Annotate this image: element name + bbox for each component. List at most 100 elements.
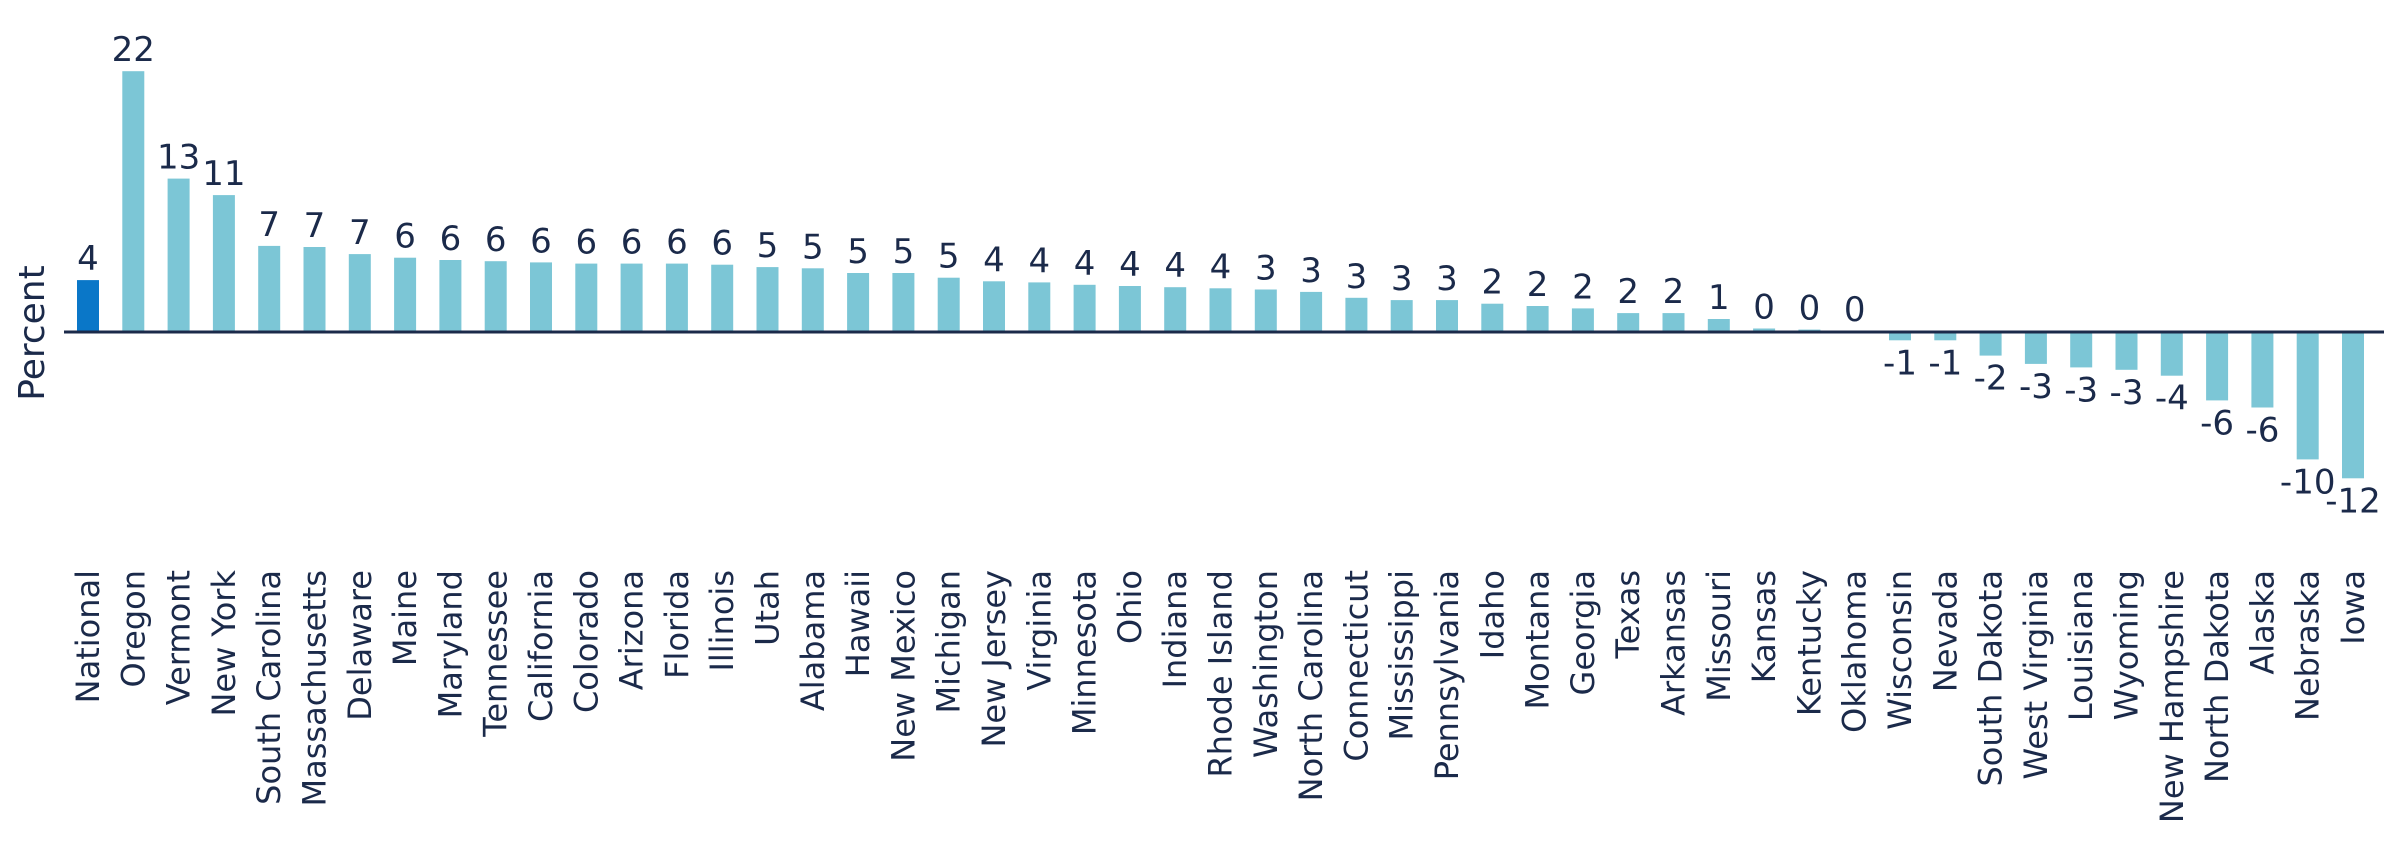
category-label-hawaii: Hawaii — [839, 570, 877, 677]
category-label-illinois: Illinois — [703, 570, 741, 672]
data-label-utah: 5 — [757, 226, 779, 266]
bar-wisconsin — [1889, 332, 1911, 341]
data-label-montana: 2 — [1527, 265, 1549, 305]
category-label-kentucky: Kentucky — [1790, 570, 1828, 716]
category-label-maryland: Maryland — [431, 570, 469, 718]
data-label-oklahoma: 0 — [1844, 290, 1866, 330]
data-label-kansas: 0 — [1753, 288, 1775, 328]
category-label-mississippi: Mississippi — [1383, 570, 1421, 740]
bar-pennsylvania — [1436, 300, 1458, 332]
data-label-west-virginia: -3 — [2019, 367, 2053, 407]
data-label-colorado: 6 — [575, 223, 597, 263]
category-label-new-jersey: New Jersey — [975, 570, 1013, 748]
bar-nebraska — [2296, 332, 2319, 460]
category-label-colorado: Colorado — [567, 570, 605, 713]
bar-maryland — [439, 260, 462, 332]
bar-georgia — [1571, 308, 1594, 332]
category-label-montana: Montana — [1519, 570, 1557, 710]
bar-mississippi — [1390, 300, 1413, 332]
data-label-new-jersey: 4 — [983, 240, 1005, 280]
data-label-maryland: 6 — [440, 219, 462, 259]
bar-nevada — [1934, 332, 1957, 341]
data-label-iowa: -12 — [2325, 481, 2381, 521]
data-label-california: 6 — [530, 221, 552, 261]
category-label-kansas: Kansas — [1745, 570, 1783, 683]
category-label-iowa: Iowa — [2334, 570, 2372, 645]
data-label-nebraska: -10 — [2280, 462, 2336, 502]
data-label-washington: 3 — [1255, 249, 1277, 289]
data-label-alabama: 5 — [802, 227, 824, 267]
data-label-north-carolina: 3 — [1300, 251, 1322, 291]
bar-south-carolina — [258, 245, 281, 332]
bar-alaska — [2251, 332, 2274, 408]
category-label-oklahoma: Oklahoma — [1836, 570, 1874, 733]
data-label-michigan: 5 — [938, 237, 960, 277]
bar-maine — [394, 257, 417, 332]
data-label-new-york: 11 — [202, 154, 245, 194]
bar-connecticut — [1345, 297, 1368, 332]
data-label-wisconsin: -1 — [1883, 343, 1917, 383]
bar-north-dakota — [2206, 332, 2229, 401]
data-label-new-mexico: 5 — [893, 232, 915, 272]
category-label-vermont: Vermont — [160, 570, 198, 705]
category-label-virginia: Virginia — [1020, 570, 1058, 691]
bar-arkansas — [1662, 313, 1685, 332]
data-label-kentucky: 0 — [1799, 289, 1821, 329]
y-axis-label: Percent — [12, 265, 53, 400]
bar-massachusetts — [303, 247, 326, 332]
category-label-arkansas: Arkansas — [1655, 570, 1693, 716]
category-label-california: California — [522, 570, 560, 722]
data-label-national: 4 — [77, 239, 99, 279]
category-label-south-carolina: South Carolina — [250, 570, 288, 805]
category-label-louisiana: Louisiana — [2062, 570, 2100, 721]
bar-illinois — [711, 264, 734, 332]
bar-iowa — [2342, 332, 2364, 479]
bar-arizona — [620, 263, 643, 332]
bar-michigan — [937, 277, 960, 332]
category-label-georgia: Georgia — [1564, 570, 1602, 695]
category-label-florida: Florida — [658, 570, 696, 679]
bar-kansas — [1753, 328, 1776, 332]
bar-montana — [1526, 306, 1549, 332]
category-labels-layer: National Oregon Vermont New York South Carol… — [69, 570, 2372, 824]
bar-wyoming — [2115, 332, 2138, 370]
data-label-tennessee: 6 — [485, 220, 507, 260]
data-label-delaware: 7 — [349, 213, 371, 253]
bar-texas — [1617, 313, 1640, 332]
bar-florida — [665, 263, 688, 332]
category-label-arizona: Arizona — [613, 570, 651, 690]
data-label-alaska: -6 — [2245, 411, 2279, 451]
category-label-idaho: Idaho — [1473, 570, 1511, 659]
data-label-mississippi: 3 — [1391, 259, 1413, 299]
category-label-wyoming: Wyoming — [2108, 570, 2146, 720]
bars-layer — [77, 71, 2364, 479]
bar-new-york — [212, 195, 235, 332]
category-label-massachusetts: Massachusetts — [296, 570, 334, 806]
category-label-nevada: Nevada — [1926, 570, 1964, 692]
category-label-nebraska: Nebraska — [2289, 570, 2327, 721]
bar-new-jersey — [983, 281, 1005, 332]
bar-delaware — [348, 254, 371, 332]
data-label-oregon: 22 — [112, 30, 155, 70]
data-label-ohio: 4 — [1119, 245, 1141, 285]
bar-oregon — [122, 71, 145, 332]
data-label-rhode-island: 4 — [1210, 247, 1232, 287]
data-label-north-dakota: -6 — [2200, 403, 2234, 443]
data-label-illinois: 6 — [711, 224, 733, 264]
bar-tennessee — [484, 261, 507, 332]
category-label-ohio: Ohio — [1111, 570, 1149, 644]
category-label-maine: Maine — [386, 570, 424, 666]
bar-vermont — [167, 178, 190, 332]
data-label-hawaii: 5 — [847, 232, 869, 272]
category-label-pennsylvania: Pennsylvania — [1428, 570, 1466, 780]
bar-virginia — [1028, 282, 1051, 332]
data-label-wyoming: -3 — [2110, 373, 2144, 413]
bar-national — [77, 280, 99, 332]
data-label-florida: 6 — [666, 223, 688, 263]
data-label-minnesota: 4 — [1074, 244, 1096, 284]
data-label-new-hampshire: -4 — [2155, 379, 2189, 419]
data-label-texas: 2 — [1617, 272, 1639, 312]
category-label-texas: Texas — [1609, 570, 1647, 659]
